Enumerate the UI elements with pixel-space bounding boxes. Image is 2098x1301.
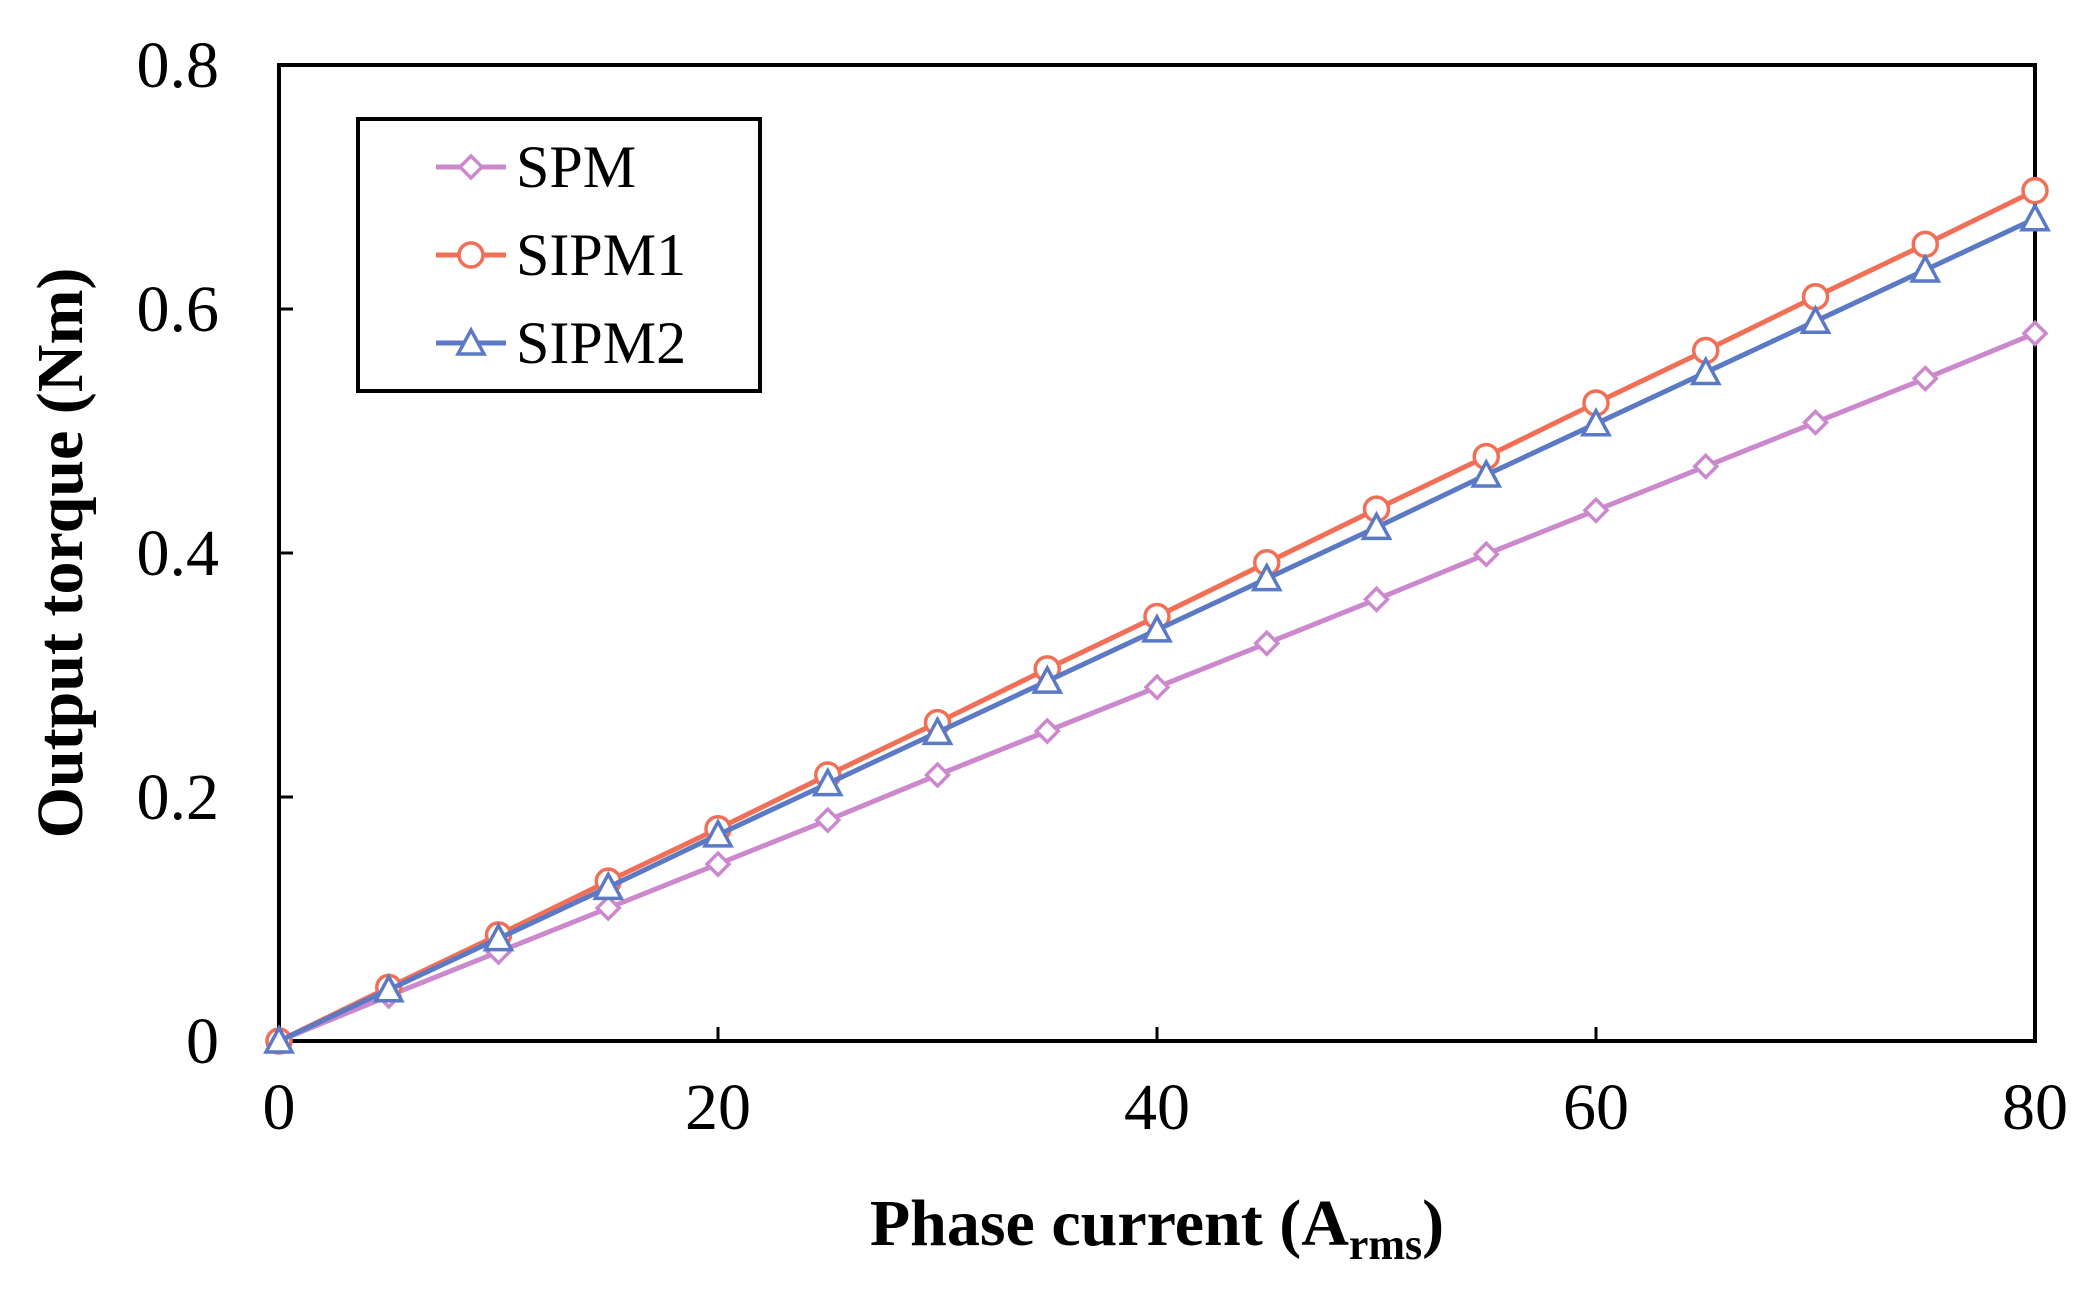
y-tick-label: 0.8 [137,29,220,102]
series-spm [265,319,2049,1055]
legend-box [356,117,762,393]
data-point-sipm2 [702,818,734,848]
data-point-sipm2 [1141,613,1173,643]
legend-item-spm: SPM [436,134,636,200]
data-point-sipm2 [482,921,515,952]
x-tick-label: 40 [1124,1071,1190,1144]
data-point-sipm2 [372,973,405,1003]
legend-label: SPM [516,134,636,200]
x-tick-label: 0 [263,1071,296,1144]
data-point-sipm2 [1689,355,1722,386]
data-point-sipm1 [1911,230,1939,259]
data-point-sipm2 [1799,304,1832,334]
data-point-sipm2 [1580,406,1612,437]
y-tick-label: 0 [186,1005,219,1078]
legend: SPM SIPM1 SIPM2 [356,117,762,393]
y-tick-label: 0.4 [137,517,220,590]
y-tick-label: 0.6 [137,273,220,346]
data-point-sipm2 [1470,458,1503,488]
data-point-spm [1802,408,1829,436]
series-sipm2 [263,202,2051,1054]
data-point-spm [1363,585,1390,613]
data-point-sipm2 [2019,202,2051,232]
y-axis-title: Output torque (Nm) [24,268,97,839]
data-point-sipm2 [1031,664,1064,694]
data-point-sipm2 [1909,253,1942,283]
legend-item-sipm1: SIPM1 [436,222,686,288]
x-axis-title: Phase current (Arms) [870,1187,1444,1269]
y-tick-label: 0.2 [137,761,220,834]
legend-label: SIPM1 [516,222,686,288]
data-point-sipm2 [592,870,625,901]
legend-label: SIPM2 [516,310,686,376]
data-point-sipm2 [811,766,844,797]
data-point-sipm2 [1360,510,1393,541]
legend-item-sipm2: SIPM2 [436,310,686,376]
legend-swatch-marker [457,241,485,269]
data-point-spm [1033,717,1061,745]
data-point-spm [924,761,951,789]
x-tick-label: 60 [1563,1071,1629,1144]
data-point-sipm1 [2021,176,2049,205]
x-tick-label: 20 [685,1071,751,1144]
x-axis-title-subscript: rms [1349,1220,1422,1269]
data-point-spm [2021,319,2049,347]
data-point-sipm2 [1250,561,1283,592]
data-point-spm [704,850,732,878]
data-point-spm [1472,540,1500,568]
data-point-spm [814,806,842,834]
data-point-spm [594,894,622,922]
data-point-spm [1911,365,1939,393]
legend-swatch-marker [457,153,485,181]
data-point-spm [1692,452,1720,480]
data-point-spm [1143,673,1171,701]
data-point-spm [1582,496,1610,524]
legend-swatch-marker [455,326,487,356]
data-point-sipm2 [263,1024,295,1054]
x-tick-label: 80 [2002,1071,2068,1144]
data-point-sipm2 [921,715,954,746]
data-point-spm [1253,629,1281,657]
